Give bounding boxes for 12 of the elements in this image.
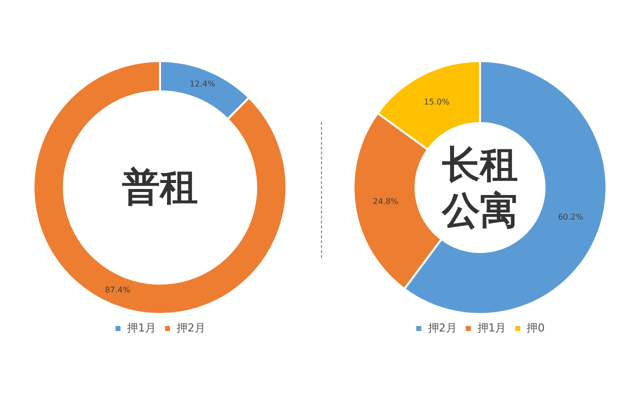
legend-label: 押1月 [477,321,506,334]
legend-label: 押2月 [428,321,457,334]
data-label: 15.0% [424,97,450,106]
data-label: 60.2% [558,212,584,222]
legend-label: 押0 [526,321,545,334]
data-label: 24.8% [372,196,399,206]
text: 长租公寓 [441,142,519,234]
legend-label: 押1月 [127,321,156,334]
legend-label: 押2月 [176,321,206,334]
text: 普租 [121,165,199,211]
data-label: 87.4% [104,286,131,295]
data-label: 12.4% [190,80,216,89]
